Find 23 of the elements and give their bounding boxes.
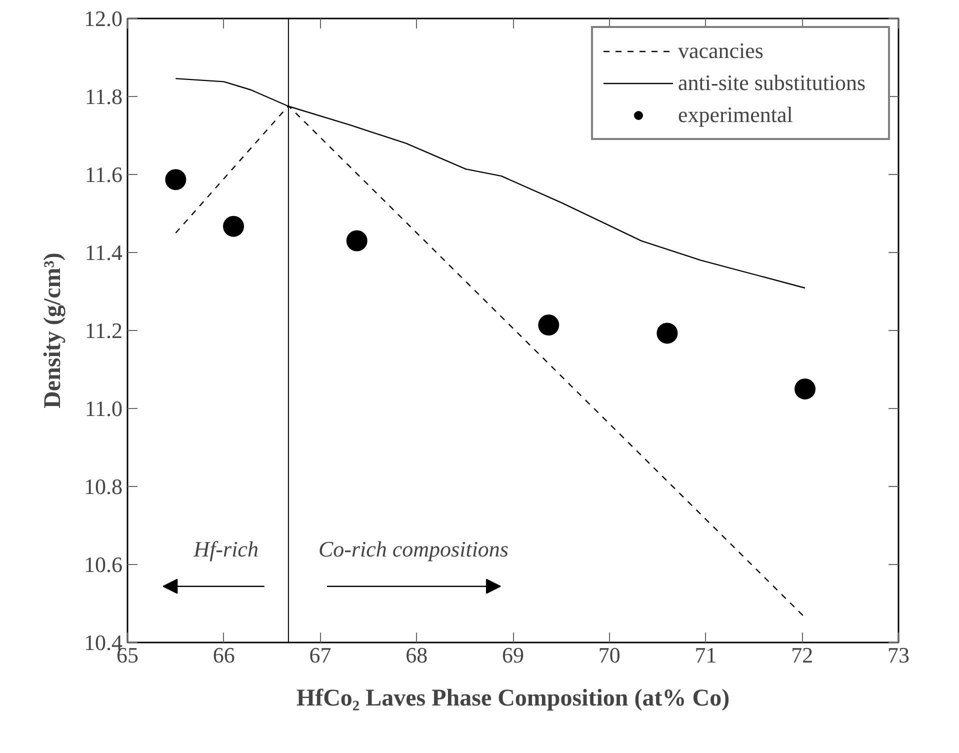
- y-tick-label: 10.8: [84, 474, 122, 499]
- y-tick-label: 11.0: [84, 396, 123, 421]
- y-tick-label: 10.6: [84, 552, 122, 577]
- y-tick-label: 11.6: [84, 162, 123, 187]
- x-tick-label: 72: [791, 642, 814, 668]
- annotation: Hf-rich: [192, 536, 258, 562]
- y-axis-title: Density (g/cm³): [40, 252, 66, 408]
- legend-label: anti-site substitutions: [678, 70, 867, 96]
- legend-label: vacancies: [678, 38, 764, 64]
- x-tick-label: 67: [309, 642, 332, 668]
- legend-label: experimental: [678, 102, 794, 128]
- x-tick-label: 66: [212, 642, 235, 668]
- y-tick-label: 11.2: [84, 318, 123, 343]
- y-tick-label: 11.4: [84, 240, 123, 265]
- x-axis-title: HfCo₂ Laves Phase Composition (at% Co): [296, 686, 730, 712]
- x-tick-label: 69: [502, 642, 524, 668]
- x-tick-label: 71: [694, 642, 717, 668]
- x-tick-label: 73: [888, 642, 910, 668]
- y-tick-label: 12.0: [84, 6, 122, 31]
- x-tick-label: 68: [406, 642, 428, 668]
- annotation: Co-rich compositions: [318, 536, 509, 562]
- x-tick-label: 70: [598, 642, 620, 668]
- y-tick-label: 11.8: [84, 84, 123, 109]
